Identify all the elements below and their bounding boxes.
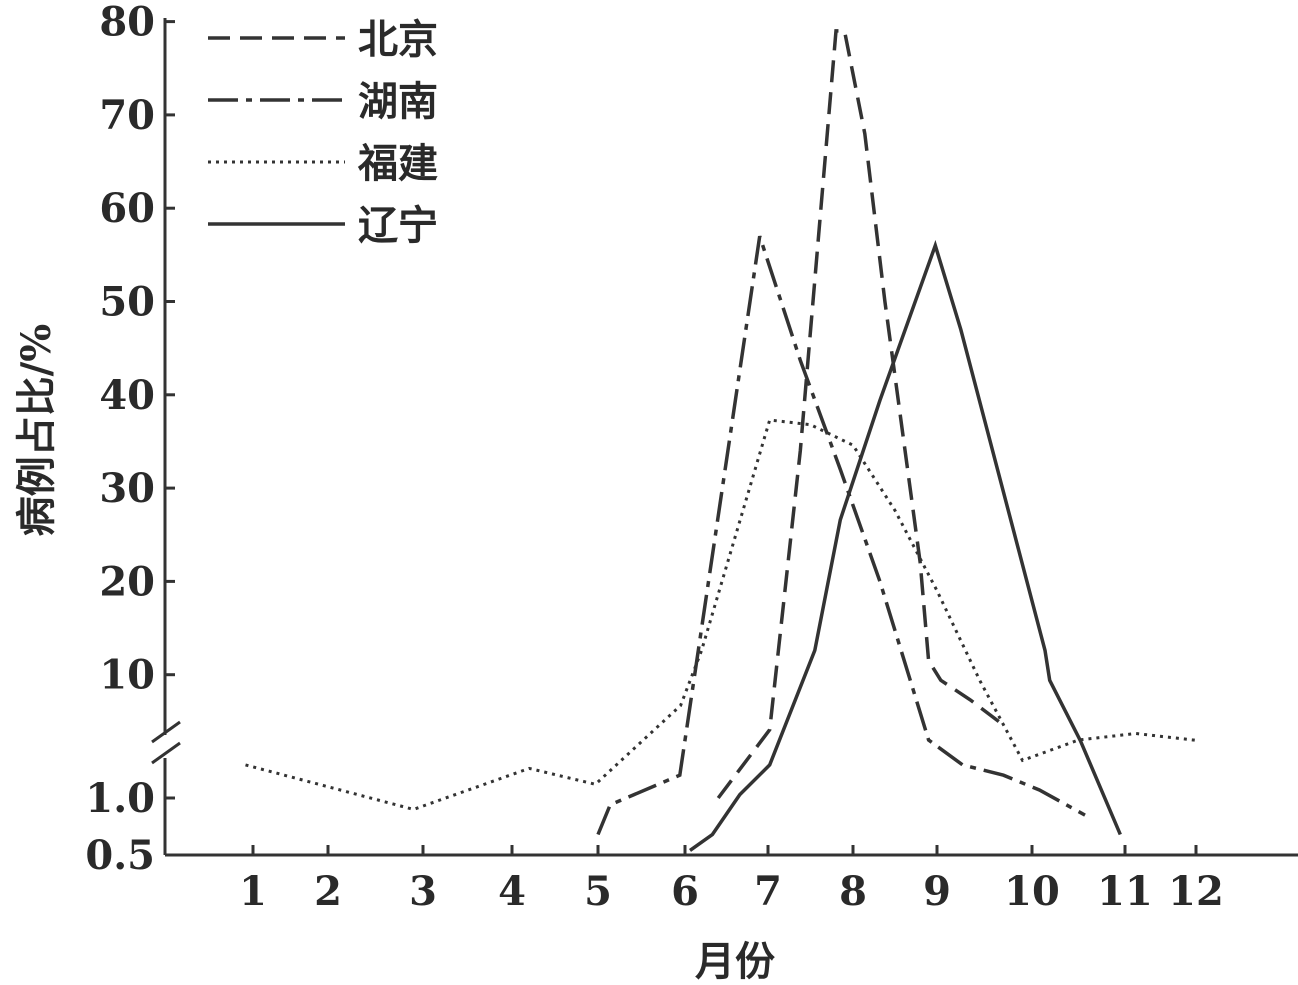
x-tick-label: 12 [1168,868,1224,915]
x-tick-label: 10 [1004,868,1060,915]
legend-label: 福建 [357,140,438,187]
x-tick-label: 9 [923,868,951,915]
y-tick-label: 1.0 [85,775,155,822]
x-tick-label: 5 [584,868,612,915]
x-tick-label: 4 [498,868,526,915]
series-line-1 [716,29,1005,800]
x-axis-label: 月份 [695,938,775,985]
y-tick-label: 10 [99,652,155,699]
legend-label: 辽宁 [358,202,438,249]
legend-label: 湖南 [358,78,438,125]
y-tick-label: 0.5 [85,832,155,879]
series-line-4 [688,239,1122,852]
series-line-2 [596,235,1086,836]
y-tick-label: 30 [99,465,155,512]
axis-break-mark [151,720,181,744]
x-tick-label: 3 [409,868,437,915]
x-tick-label: 7 [754,868,782,915]
y-tick-label: 80 [99,0,155,46]
y-axis-label: 病例占比/% [13,324,60,537]
legend-label: 北京 [358,16,438,63]
series-line-3 [245,418,1197,811]
y-tick-label: 50 [99,279,155,326]
axis-break-mark [151,741,181,765]
y-tick-label: 40 [99,372,155,419]
x-tick-label: 8 [839,868,867,915]
x-tick-label: 6 [671,868,699,915]
y-tick-label: 20 [99,558,155,605]
y-tick-label: 60 [99,185,155,232]
x-tick-label: 2 [314,868,342,915]
x-tick-label: 1 [239,868,267,915]
y-tick-label: 70 [99,92,155,139]
x-tick-label: 11 [1097,868,1153,915]
